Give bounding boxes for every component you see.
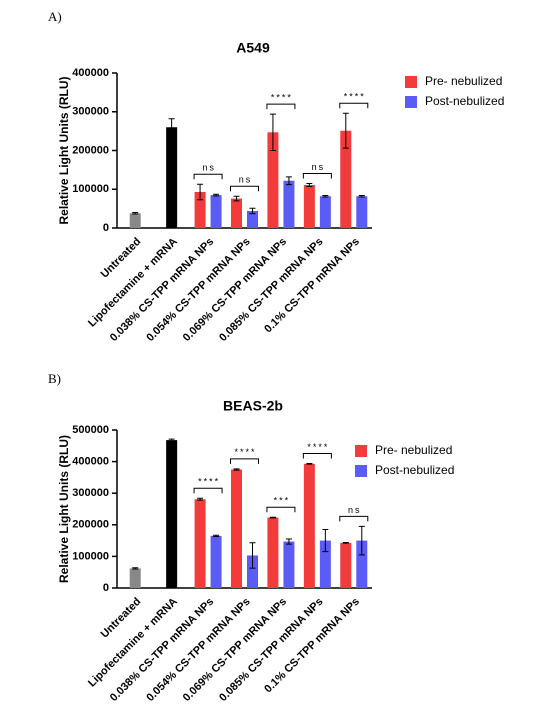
y-tick-label: 100000 [72, 550, 109, 562]
error-bar [233, 468, 240, 471]
significance-label: **** [271, 92, 293, 102]
error-bar [233, 195, 240, 202]
legend-swatch [405, 76, 417, 88]
bar [340, 542, 352, 588]
bar [340, 130, 352, 228]
error-bar [285, 176, 292, 186]
error-bar [249, 542, 256, 569]
significance-bracket [266, 506, 296, 513]
bar [247, 555, 258, 588]
error-bar [213, 534, 220, 537]
significance-label: **** [234, 447, 256, 457]
error-bar [132, 212, 139, 215]
bar [129, 213, 141, 228]
error-bar [249, 207, 256, 215]
significance-bracket [339, 102, 369, 109]
y-tick-label: 200000 [72, 144, 109, 156]
chart-title: BEAS-2b [223, 398, 283, 414]
y-tick-label: 400000 [72, 456, 109, 468]
error-bar [269, 516, 276, 519]
error-bar [306, 462, 313, 465]
y-tick-label: 300000 [72, 106, 109, 118]
significance-bracket [302, 172, 332, 179]
significance-bracket [193, 173, 223, 180]
significance-label: ns [348, 505, 362, 515]
legend-label: Post-nebulized [425, 94, 504, 108]
legend-label: Pre- nebulized [375, 443, 452, 457]
significance-bracket [302, 452, 332, 459]
y-tick-label: 0 [103, 222, 109, 234]
significance-bracket [339, 515, 369, 522]
significance-bracket [230, 458, 259, 464]
significance-label: **** [307, 442, 329, 452]
error-bar [306, 182, 313, 188]
bar [247, 210, 258, 228]
legend-swatch [355, 465, 367, 477]
bar [356, 196, 368, 228]
bar [231, 469, 242, 588]
error-bar [322, 529, 329, 553]
error-bar [269, 113, 276, 151]
legend-label: Post-nebulized [375, 463, 454, 477]
bar [194, 499, 206, 588]
bar [166, 127, 178, 228]
bar [356, 540, 368, 588]
significance-label: *** [274, 496, 291, 506]
bar [283, 541, 295, 588]
significance-label: **** [344, 92, 366, 102]
y-axis-label: Relative Light Units (RLU) [57, 435, 71, 583]
y-tick-label: 0 [103, 582, 109, 594]
y-tick-label: 200000 [72, 519, 109, 531]
error-bar [358, 194, 365, 198]
error-bar [168, 438, 175, 442]
error-bar [168, 118, 175, 137]
legend-swatch [355, 445, 367, 457]
bar [303, 463, 315, 588]
bar [166, 440, 178, 588]
y-tick-label: 300000 [72, 487, 109, 499]
error-bar [358, 525, 365, 556]
error-bar [322, 194, 329, 198]
significance-label: ns [202, 163, 216, 173]
error-bar [213, 193, 220, 197]
bar [129, 568, 141, 588]
y-axis-label: Relative Light Units (RLU) [57, 76, 71, 224]
bar [303, 184, 315, 228]
bar [194, 191, 206, 228]
bar [267, 517, 279, 588]
bar [210, 195, 222, 228]
significance-bracket [266, 103, 296, 110]
bar [231, 198, 242, 228]
error-bar [197, 183, 204, 201]
bar [267, 132, 279, 228]
error-bar [342, 112, 349, 149]
bar [319, 196, 331, 228]
significance-label: **** [198, 477, 220, 487]
bar [210, 535, 222, 588]
significance-bracket [193, 487, 223, 494]
legend-label: Pre- nebulized [425, 74, 502, 88]
bar [283, 180, 295, 228]
chart-title: A549 [236, 40, 270, 56]
error-bar [197, 497, 204, 501]
significance-label: ns [312, 162, 326, 172]
y-tick-label: 100000 [72, 183, 109, 195]
legend-swatch [405, 96, 417, 108]
bar [319, 540, 331, 588]
error-bar [132, 567, 139, 570]
error-bar [285, 538, 292, 545]
y-tick-label: 400000 [72, 67, 109, 79]
significance-bracket [230, 185, 259, 192]
panel-label: A) [48, 9, 62, 24]
panel-label: B) [48, 371, 61, 386]
error-bar [342, 541, 349, 544]
significance-label: ns [239, 175, 253, 185]
y-tick-label: 500000 [72, 424, 109, 436]
